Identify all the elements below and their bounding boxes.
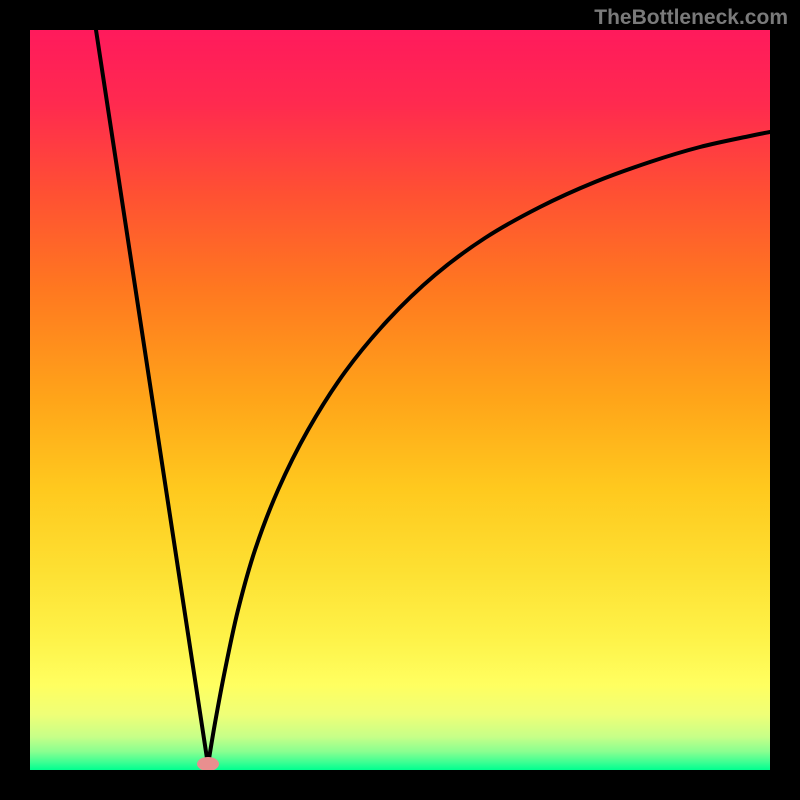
watermark-text: TheBottleneck.com — [594, 6, 788, 30]
bottleneck-curve — [96, 30, 770, 765]
plot-area — [30, 30, 770, 770]
dip-marker — [197, 757, 219, 770]
chart-container: TheBottleneck.com — [0, 0, 800, 800]
curve-layer — [30, 30, 770, 770]
